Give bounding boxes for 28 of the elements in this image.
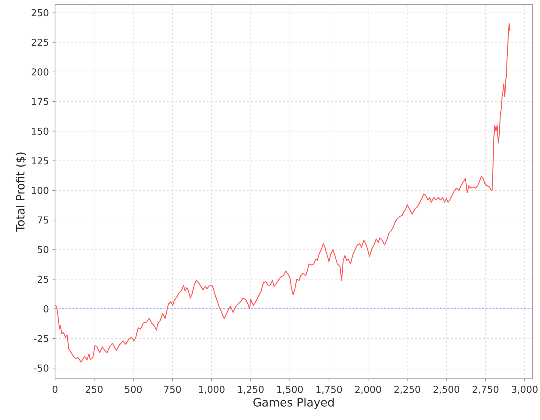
y-tick-label: 200: [32, 68, 49, 76]
x-tick-label: 2,000: [355, 386, 382, 394]
y-tick-label: 100: [32, 187, 49, 194]
x-tick-label: 1,000: [199, 386, 225, 394]
x-tick-label: 1,750: [316, 386, 342, 394]
y-tick-label: 0: [44, 306, 49, 313]
x-tick-label: 2,500: [434, 386, 460, 394]
y-tick-label: 150: [32, 128, 49, 136]
x-tick-label: 750: [164, 386, 182, 394]
y-tick-label: -25: [34, 335, 48, 342]
x-tick-label: 500: [125, 386, 142, 394]
y-tick-label: 75: [38, 216, 48, 224]
x-axis-title: Games Played: [254, 398, 334, 410]
y-tick-label: 175: [32, 98, 48, 106]
x-tick-label: 1,500: [278, 386, 303, 394]
x-tick-label: 1,250: [238, 386, 264, 394]
y-tick-label: 125: [32, 157, 48, 165]
y-tick-label: 225: [32, 39, 48, 46]
y-tick-label: -50: [34, 364, 49, 372]
x-tick-label: 0: [52, 386, 58, 394]
x-tick-label: 250: [86, 386, 103, 394]
x-tick-label: 2,750: [472, 386, 499, 394]
y-tick-label: 50: [38, 246, 49, 254]
y-tick-label: 25: [38, 276, 48, 284]
x-tick-label: 2,250: [394, 386, 420, 394]
y-axis-title: Total Profit ($): [16, 152, 26, 232]
y-tick-label: 250: [32, 9, 49, 17]
x-tick-label: 3,000: [512, 386, 538, 394]
